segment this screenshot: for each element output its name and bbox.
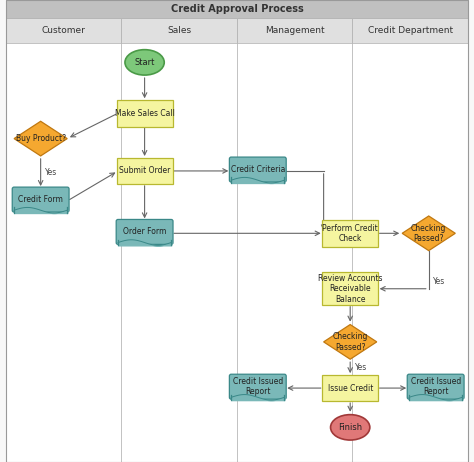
FancyBboxPatch shape <box>12 187 69 212</box>
Bar <box>353 18 468 43</box>
Text: Perform Credit
Check: Perform Credit Check <box>322 224 378 243</box>
Text: Yes: Yes <box>46 168 57 177</box>
Text: Customer: Customer <box>42 26 86 35</box>
Text: Start: Start <box>135 58 155 67</box>
Ellipse shape <box>330 415 370 440</box>
FancyBboxPatch shape <box>117 100 173 127</box>
Text: Credit Issued
Report: Credit Issued Report <box>233 377 283 396</box>
Text: Review Accounts
Receivable
Balance: Review Accounts Receivable Balance <box>318 274 383 304</box>
Text: Order Form: Order Form <box>123 227 166 237</box>
FancyBboxPatch shape <box>229 374 286 399</box>
FancyBboxPatch shape <box>407 374 464 399</box>
FancyBboxPatch shape <box>322 220 378 247</box>
Text: Checking
Passed?: Checking Passed? <box>332 332 368 352</box>
Polygon shape <box>324 324 377 359</box>
Bar <box>121 18 237 43</box>
Text: Sales: Sales <box>167 26 191 35</box>
Text: Management: Management <box>265 26 325 35</box>
FancyBboxPatch shape <box>322 272 378 305</box>
Text: Buy Product?: Buy Product? <box>16 134 66 143</box>
Text: Credit Approval Process: Credit Approval Process <box>171 4 303 14</box>
Bar <box>6 43 121 462</box>
Bar <box>121 43 237 462</box>
FancyBboxPatch shape <box>322 375 378 401</box>
Text: Credit Criteria: Credit Criteria <box>231 165 285 174</box>
Polygon shape <box>14 122 67 156</box>
FancyBboxPatch shape <box>117 158 173 184</box>
Text: Yes: Yes <box>355 363 367 372</box>
Polygon shape <box>402 216 456 250</box>
Text: Submit Order: Submit Order <box>119 166 170 176</box>
Bar <box>237 43 353 462</box>
Bar <box>6 0 468 18</box>
Text: Make Sales Call: Make Sales Call <box>115 109 174 118</box>
Bar <box>237 18 353 43</box>
Bar <box>353 43 468 462</box>
Ellipse shape <box>125 50 164 75</box>
Text: Issue Credit: Issue Credit <box>328 383 373 393</box>
FancyBboxPatch shape <box>229 157 286 182</box>
Text: Credit Issued
Report: Credit Issued Report <box>410 377 461 396</box>
Text: Yes: Yes <box>433 277 446 286</box>
Text: Credit Form: Credit Form <box>18 195 63 204</box>
Bar <box>6 18 121 43</box>
Text: Credit Department: Credit Department <box>368 26 453 35</box>
Text: Checking
Passed?: Checking Passed? <box>411 224 447 243</box>
FancyBboxPatch shape <box>116 219 173 244</box>
Text: Finish: Finish <box>338 423 362 432</box>
